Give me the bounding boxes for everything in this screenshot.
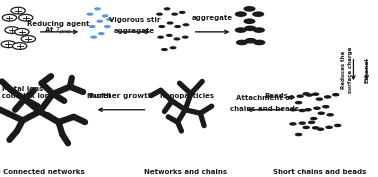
Circle shape xyxy=(325,125,333,129)
Text: Reducing agent: Reducing agent xyxy=(27,21,90,27)
Circle shape xyxy=(236,40,248,45)
Circle shape xyxy=(299,121,306,125)
Circle shape xyxy=(296,95,304,98)
Circle shape xyxy=(302,126,310,129)
Text: aggregate: aggregate xyxy=(114,28,155,34)
Circle shape xyxy=(89,25,96,28)
Circle shape xyxy=(182,36,189,39)
Circle shape xyxy=(312,92,319,96)
Circle shape xyxy=(174,37,180,41)
Circle shape xyxy=(326,113,334,117)
Circle shape xyxy=(171,13,178,16)
Text: Nuclei: Nuclei xyxy=(86,93,111,99)
Circle shape xyxy=(313,106,321,110)
Circle shape xyxy=(299,109,306,112)
Circle shape xyxy=(21,36,36,42)
Circle shape xyxy=(332,93,339,96)
Circle shape xyxy=(98,32,105,35)
Circle shape xyxy=(305,93,313,97)
Circle shape xyxy=(167,21,174,25)
Circle shape xyxy=(166,34,173,37)
Circle shape xyxy=(287,96,295,99)
Circle shape xyxy=(252,11,264,17)
Circle shape xyxy=(90,36,97,39)
Circle shape xyxy=(102,14,108,18)
Circle shape xyxy=(308,121,315,124)
Circle shape xyxy=(94,7,101,10)
Circle shape xyxy=(87,13,93,16)
Circle shape xyxy=(322,105,330,109)
Text: Metal ions
or complex ions: Metal ions or complex ions xyxy=(0,86,54,99)
Circle shape xyxy=(295,101,302,104)
Circle shape xyxy=(170,46,177,49)
Circle shape xyxy=(2,14,17,21)
Text: Attachment of: Attachment of xyxy=(236,95,293,101)
Circle shape xyxy=(310,117,318,120)
Text: Short chains and beads: Short chains and beads xyxy=(273,169,366,175)
Circle shape xyxy=(106,18,113,21)
Circle shape xyxy=(12,43,27,49)
Circle shape xyxy=(156,13,163,16)
Circle shape xyxy=(161,48,168,51)
Circle shape xyxy=(19,14,33,21)
Circle shape xyxy=(174,25,181,28)
Circle shape xyxy=(1,41,15,48)
Circle shape xyxy=(243,18,256,24)
Circle shape xyxy=(253,27,265,33)
Circle shape xyxy=(158,25,165,28)
Text: At $T_{prep}$: At $T_{prep}$ xyxy=(44,26,73,37)
Circle shape xyxy=(11,7,25,14)
Circle shape xyxy=(304,108,312,112)
Circle shape xyxy=(316,97,323,101)
Circle shape xyxy=(317,127,324,131)
Circle shape xyxy=(96,20,103,23)
Text: 3D Connected networks: 3D Connected networks xyxy=(0,169,85,175)
Circle shape xyxy=(302,92,310,96)
Circle shape xyxy=(235,11,247,17)
Text: Ethanol: Ethanol xyxy=(365,57,370,83)
Text: Vigorous stir: Vigorous stir xyxy=(108,17,160,23)
Circle shape xyxy=(235,27,247,33)
Circle shape xyxy=(289,108,297,112)
Circle shape xyxy=(334,124,341,127)
Circle shape xyxy=(244,25,256,31)
Circle shape xyxy=(157,36,164,39)
Text: Nanoparticles: Nanoparticles xyxy=(160,93,215,99)
Circle shape xyxy=(5,27,19,33)
Text: aggregate: aggregate xyxy=(192,15,233,21)
Text: Further growth: Further growth xyxy=(89,93,153,99)
Text: Reduces the
surface charge: Reduces the surface charge xyxy=(341,47,353,93)
Circle shape xyxy=(324,95,332,99)
Text: Networks and chains: Networks and chains xyxy=(144,169,227,175)
Circle shape xyxy=(289,122,297,126)
Circle shape xyxy=(318,112,325,115)
Circle shape xyxy=(253,40,265,45)
Circle shape xyxy=(312,126,319,130)
Circle shape xyxy=(164,7,170,10)
Circle shape xyxy=(104,25,111,28)
Circle shape xyxy=(179,11,186,14)
Circle shape xyxy=(183,23,189,26)
Circle shape xyxy=(245,38,257,44)
Text: Beads: Beads xyxy=(264,93,288,99)
Text: chains and beads: chains and beads xyxy=(230,105,299,112)
Circle shape xyxy=(295,133,302,136)
Circle shape xyxy=(243,6,256,12)
Circle shape xyxy=(15,28,29,35)
